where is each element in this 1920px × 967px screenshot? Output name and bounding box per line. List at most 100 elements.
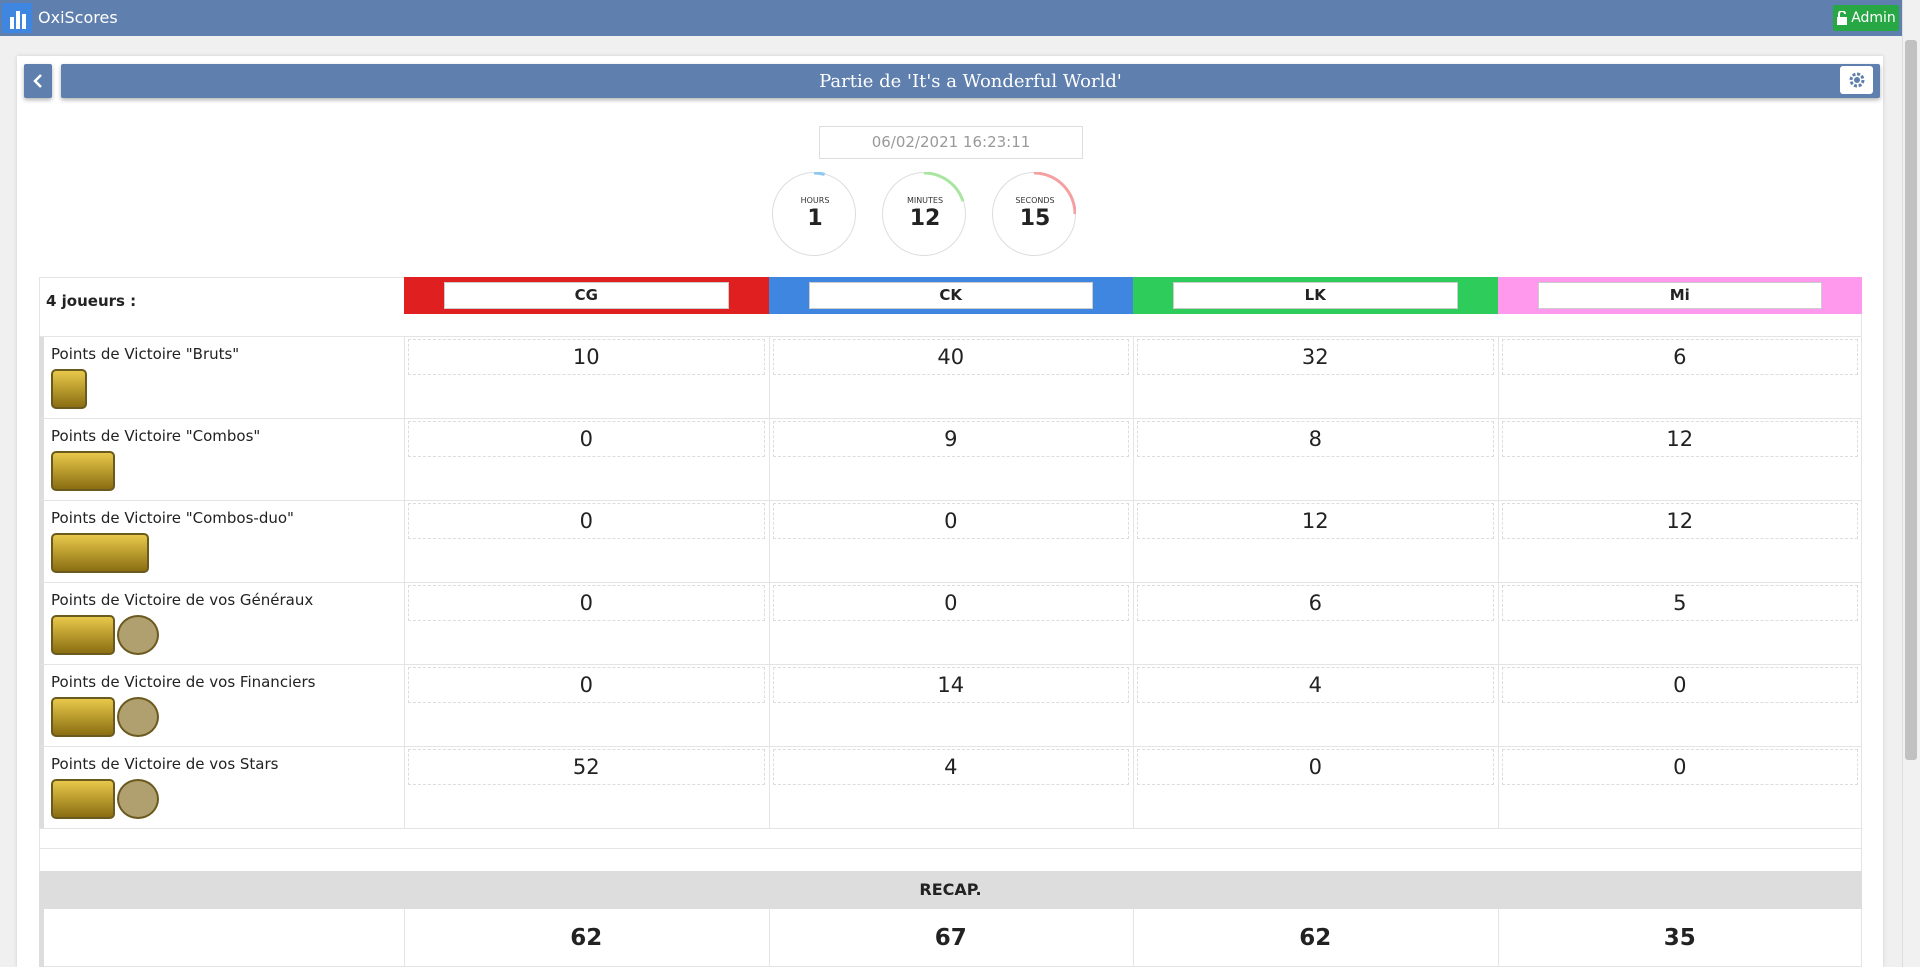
date-field[interactable]: 06/02/2021 16:23:11 — [819, 126, 1083, 159]
back-button[interactable] — [24, 64, 52, 98]
row-icon — [51, 697, 115, 737]
row-icon — [51, 779, 115, 819]
score-input[interactable]: 4 — [1137, 667, 1494, 703]
score-row — [39, 665, 1862, 747]
game-title-bar: Partie de 'It's a Wonderful World' — [61, 64, 1880, 98]
timer-value: 12 — [909, 206, 941, 231]
score-input[interactable]: 0 — [1137, 749, 1494, 785]
score-cell — [1133, 419, 1498, 501]
total-label-cell — [39, 909, 404, 967]
score-cell — [404, 419, 769, 501]
timer-value: 1 — [807, 206, 823, 231]
score-input[interactable]: 0 — [408, 503, 765, 539]
score-cell — [1497, 665, 1863, 747]
row-icon — [51, 451, 115, 491]
score-input[interactable]: 6 — [1137, 585, 1494, 621]
score-input[interactable]: 14 — [772, 667, 1129, 703]
timer-arc — [1033, 172, 1076, 215]
total-score: 35 — [1663, 925, 1696, 951]
row-icon — [117, 779, 159, 819]
player-header: CG — [404, 277, 769, 314]
score-cell — [404, 583, 769, 665]
recap-bar: RECAP. — [39, 871, 1862, 909]
score-input[interactable]: 12 — [1501, 503, 1858, 539]
settings-button[interactable] — [1840, 66, 1873, 94]
app-logo — [2, 3, 32, 33]
total-score: 67 — [934, 925, 967, 951]
players-count: 4 joueurs : — [46, 292, 137, 310]
score-row — [39, 501, 1862, 583]
score-input[interactable]: 0 — [408, 667, 765, 703]
player-name[interactable]: LK — [1173, 282, 1458, 309]
score-cell — [768, 419, 1134, 501]
timer-value: 15 — [1019, 206, 1051, 231]
row-icon — [51, 533, 149, 573]
score-input[interactable]: 12 — [1137, 503, 1494, 539]
timer-circle: SECONDS 15 — [992, 172, 1076, 256]
score-row — [39, 583, 1862, 665]
total-score: 62 — [1299, 925, 1332, 951]
timer-arc — [813, 172, 825, 176]
score-cell — [768, 583, 1134, 665]
score-cell — [1133, 747, 1498, 829]
player-name[interactable]: Mi — [1537, 282, 1822, 309]
score-input[interactable]: 52 — [408, 749, 765, 785]
score-cell — [1497, 501, 1863, 583]
total-score: 62 — [570, 925, 603, 951]
row-label: Points de Victoire de vos Stars — [51, 755, 279, 773]
row-icon — [51, 615, 115, 655]
score-input[interactable]: 5 — [1501, 585, 1858, 621]
row-icon — [117, 615, 159, 655]
spacer-row — [39, 314, 1862, 337]
score-input[interactable]: 8 — [1137, 421, 1494, 457]
row-label: Points de Victoire "Bruts" — [51, 345, 240, 363]
spacer-row — [39, 826, 1862, 849]
score-row — [39, 337, 1862, 419]
score-cell — [1497, 337, 1863, 419]
player-name[interactable]: CK — [808, 282, 1093, 309]
timer-arc — [923, 172, 965, 202]
row-icon — [117, 697, 159, 737]
score-cell — [1133, 583, 1498, 665]
score-input[interactable]: 0 — [1501, 667, 1858, 703]
total-cell — [404, 909, 769, 967]
score-input[interactable]: 4 — [772, 749, 1129, 785]
timer-label: SECONDS — [1015, 196, 1055, 205]
score-input[interactable]: 0 — [1501, 749, 1858, 785]
score-input[interactable]: 40 — [772, 339, 1129, 375]
gear-icon — [1849, 72, 1864, 88]
scrollbar-thumb[interactable] — [1905, 40, 1917, 760]
player-header: CK — [768, 277, 1133, 314]
player-header: LK — [1133, 277, 1498, 314]
total-cell — [1497, 909, 1863, 967]
score-cell — [768, 337, 1134, 419]
score-input[interactable]: 0 — [408, 421, 765, 457]
score-cell — [404, 665, 769, 747]
score-cell — [1133, 501, 1498, 583]
score-input[interactable]: 9 — [772, 421, 1129, 457]
total-cell — [1133, 909, 1498, 967]
back-icon — [33, 74, 42, 88]
score-cell — [1133, 665, 1498, 747]
score-input[interactable]: 0 — [772, 503, 1129, 539]
table-frame — [39, 277, 1862, 967]
score-cell — [1497, 583, 1863, 665]
app-name[interactable]: OxiScores — [38, 8, 118, 27]
total-cell — [768, 909, 1134, 967]
score-cell — [404, 337, 769, 419]
score-input[interactable]: 10 — [408, 339, 765, 375]
timer-label: HOURS — [800, 196, 830, 205]
timer-circle: MINUTES 12 — [882, 172, 966, 256]
score-input[interactable]: 6 — [1501, 339, 1858, 375]
admin-button[interactable]: Admin — [1833, 5, 1899, 31]
score-input[interactable]: 12 — [1501, 421, 1858, 457]
score-cell — [404, 747, 769, 829]
player-name[interactable]: CG — [444, 282, 729, 309]
timer-label: MINUTES — [906, 196, 944, 205]
lock-icon — [1837, 11, 1848, 25]
score-input[interactable]: 0 — [408, 585, 765, 621]
top-bar: OxiScores Admin — [0, 0, 1902, 36]
score-input[interactable]: 0 — [772, 585, 1129, 621]
score-input[interactable]: 32 — [1137, 339, 1494, 375]
